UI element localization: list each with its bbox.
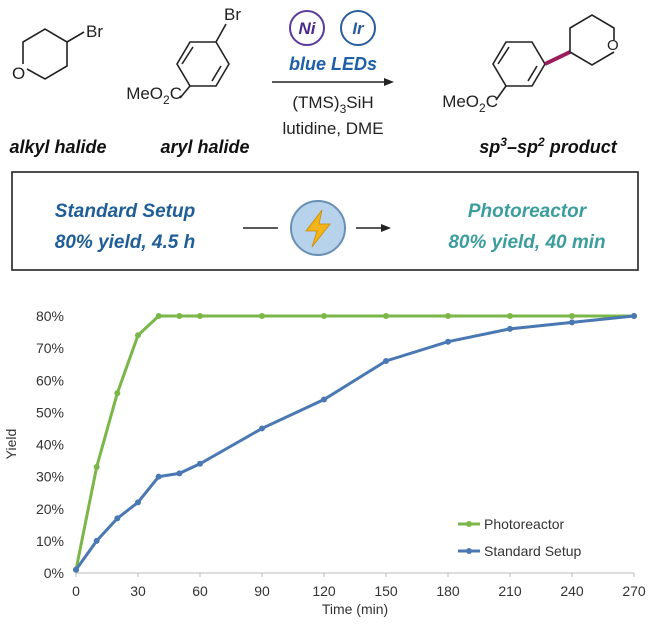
data-point [114, 390, 121, 397]
data-point [93, 537, 100, 544]
ester-part: C [170, 84, 182, 103]
x-axis-title: Time (min) [322, 601, 388, 617]
x-tick-label: 180 [436, 583, 460, 599]
legend-label: Photoreactor [484, 516, 564, 532]
label-part: product [545, 137, 618, 157]
x-tick-label: 210 [498, 583, 522, 599]
data-point [259, 313, 265, 319]
y-tick-label: 20% [36, 501, 64, 517]
compound-label: aryl halide [160, 137, 249, 157]
label-part: 2 [537, 135, 545, 149]
y-tick-label: 30% [36, 469, 64, 485]
data-point [383, 357, 389, 364]
comparison-box: Standard Setup 80% yield, 4.5 h Photorea… [11, 171, 639, 271]
catalyst: Ir [352, 19, 365, 38]
data-point [383, 313, 389, 319]
data-point [135, 499, 141, 506]
x-tick-label: 30 [130, 583, 146, 599]
x-tick-label: 120 [312, 583, 336, 599]
data-point [259, 425, 265, 432]
x-tick-label: 0 [72, 583, 80, 599]
atom-label: O [607, 37, 619, 54]
label-part: sp [479, 137, 500, 157]
product-structure: O MeO2C [442, 14, 619, 115]
atom-label: Br [224, 5, 241, 24]
y-tick-label: 60% [36, 372, 64, 388]
data-point [155, 473, 162, 480]
x-tick-label: 240 [560, 583, 584, 599]
setup-title: Standard Setup [55, 201, 195, 222]
data-point [155, 313, 162, 319]
x-tick-label: 90 [254, 583, 270, 599]
label-part: 3 [500, 135, 507, 149]
setup-result: 80% yield, 40 min [448, 232, 605, 253]
y-axis-title: Yield [3, 429, 19, 460]
data-point [321, 313, 327, 319]
data-point [135, 332, 141, 339]
atom-label: MeO2C [442, 92, 498, 115]
ester-part: 2 [479, 101, 486, 115]
reagent-part: 3 [340, 102, 347, 116]
ester-part: MeO [126, 84, 163, 103]
data-point [569, 319, 575, 326]
chart: Yield Time (min) 0% 10% 20% 30% 40% 50% 60% 70%… [3, 308, 646, 617]
conditions: lutidine, DME [282, 119, 383, 138]
reaction-arrow: Ni Ir blue LEDs (TMS)3SiH lutidine, DME [272, 10, 394, 138]
data-point [93, 463, 100, 470]
legend-label: Standard Setup [484, 543, 582, 559]
alkyl-halide-structure: Br O [12, 22, 103, 83]
x-tick-label: 60 [192, 583, 208, 599]
data-point [176, 470, 183, 477]
data-point [507, 325, 513, 332]
setup-title: Photoreactor [468, 201, 588, 222]
reagent: (TMS)3SiH [292, 93, 373, 116]
atom-label: MeO2C [126, 84, 182, 107]
y-tick-label: 80% [36, 308, 64, 324]
data-point [73, 566, 79, 573]
y-tick-label: 40% [36, 437, 64, 453]
y-tick-label: 70% [36, 340, 64, 356]
x-tick-label: 150 [374, 583, 398, 599]
ester-part: MeO [442, 92, 479, 111]
y-tick-label: 50% [36, 404, 64, 420]
legend-swatch [466, 521, 472, 527]
data-point [321, 396, 327, 403]
series-line [74, 314, 634, 571]
data-point [631, 313, 637, 319]
data-point [507, 313, 513, 319]
setup-result: 80% yield, 4.5 h [55, 232, 195, 253]
light-source: blue LEDs [289, 54, 377, 74]
reagent-part: SiH [346, 93, 373, 112]
y-tick-label: 10% [36, 533, 64, 549]
data-point [114, 515, 121, 522]
data-point [197, 460, 203, 467]
data-point [445, 338, 451, 345]
compound-label: sp3–sp2 product [479, 135, 617, 157]
compound-label: alkyl halide [9, 137, 106, 157]
catalyst: Ni [299, 19, 317, 38]
data-point [445, 313, 451, 319]
legend-swatch [466, 548, 472, 554]
y-tick-label: 0% [44, 565, 64, 581]
label-part: –sp [507, 137, 538, 157]
atom-label: Br [86, 22, 103, 41]
atom-label: O [12, 64, 25, 83]
reagent-part: (TMS) [292, 93, 339, 112]
series-line [74, 314, 635, 571]
x-tick-label: 270 [622, 583, 646, 599]
aryl-halide-structure: Br MeO2C [126, 5, 241, 107]
data-point [176, 313, 183, 319]
ester-part: C [486, 92, 498, 111]
ester-part: 2 [163, 93, 170, 107]
data-point [197, 313, 203, 319]
data-point [569, 313, 575, 319]
